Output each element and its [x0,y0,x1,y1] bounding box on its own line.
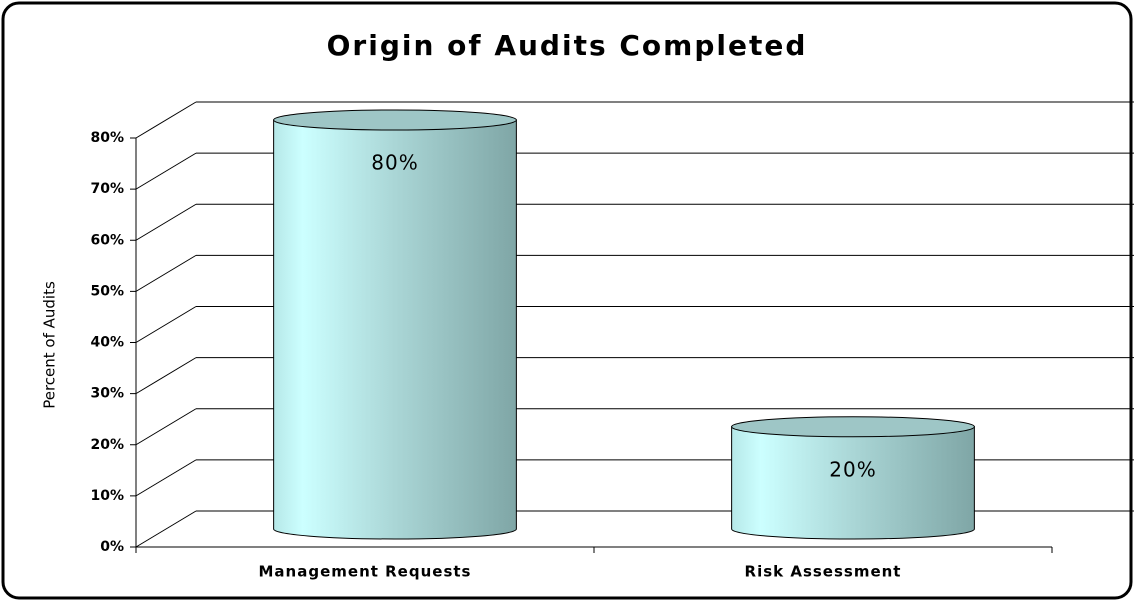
chart-title: Origin of Audits Completed [327,29,808,62]
value-label: 20% [829,457,876,481]
x-tick-label: Risk Assessment [745,563,902,581]
y-tick-label: 40% [90,335,124,351]
y-tick-label: 30% [90,386,124,402]
y-tick-label: 10% [90,488,124,504]
y-tick-label: 20% [90,437,124,453]
cylinder-top [273,109,517,131]
y-tick-label: 0% [100,539,124,555]
value-label: 80% [371,151,418,175]
grid-diagonal [135,254,197,292]
cylinder [273,119,517,540]
y-tick-label: 50% [90,283,124,299]
cylinder-top [731,416,975,438]
y-tick-label: 80% [90,130,124,146]
y-tick-label: 60% [90,232,124,248]
cylinder [731,426,975,540]
grid-diagonal [135,357,197,395]
grid-diagonal [135,152,197,190]
grid-diagonal [135,510,197,548]
grid-diagonal [135,459,197,497]
grid-diagonal [135,408,197,446]
grid-diagonal [135,306,197,343]
y-axis-label: Percent of Audits [41,281,59,409]
grid-diagonal [135,101,197,139]
x-tick-label: Management Requests [259,563,472,581]
grid-diagonal [135,203,197,241]
y-tick-label: 70% [90,181,124,197]
